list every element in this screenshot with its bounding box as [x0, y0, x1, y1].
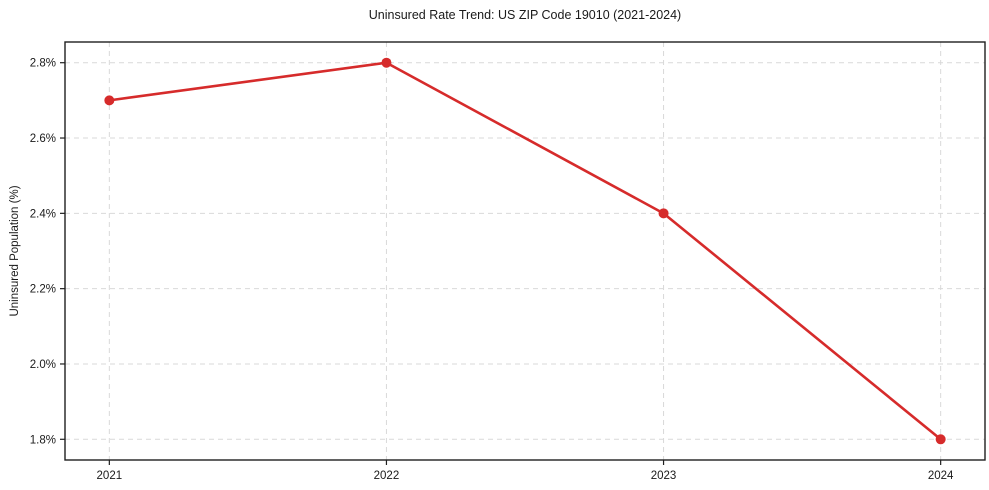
x-tick-label: 2022 [374, 470, 400, 482]
x-tick-label: 2023 [651, 470, 677, 482]
axes-frame [64, 41, 986, 461]
y-tick-label: 2.4% [30, 208, 56, 220]
data-point-marker [104, 95, 115, 106]
y-tick-label: 2.6% [30, 133, 56, 145]
x-tick-label: 2021 [97, 470, 123, 482]
y-tick-label: 2.0% [30, 359, 56, 371]
trend-line [108, 61, 942, 441]
data-point-marker [935, 434, 946, 445]
x-tick-label: 2024 [928, 470, 954, 482]
chart-title: Uninsured Rate Trend: US ZIP Code 19010 … [368, 8, 682, 22]
y-tick-label: 2.8% [30, 58, 56, 70]
y-tick-label: 1.8% [30, 434, 56, 446]
data-point-marker [381, 57, 392, 68]
y-tick-label: 2.2% [30, 284, 56, 296]
data-point-marker [658, 208, 669, 219]
